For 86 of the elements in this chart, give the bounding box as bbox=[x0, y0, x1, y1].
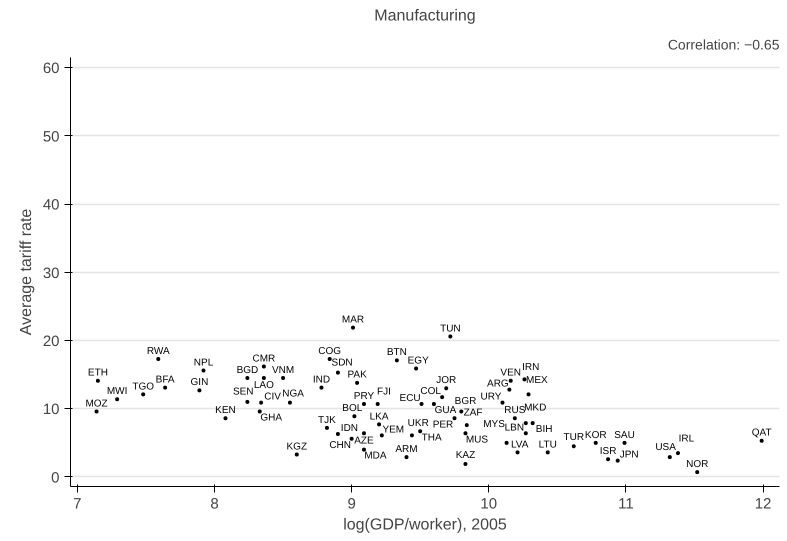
y-tick-label: 60 bbox=[42, 60, 60, 78]
data-label: ZAF bbox=[464, 408, 483, 419]
data-label: GUA bbox=[434, 404, 457, 416]
data-label: JOR bbox=[436, 375, 456, 386]
data-label: PAK bbox=[347, 370, 368, 381]
data-label: YEM bbox=[382, 424, 404, 436]
data-label: FJI bbox=[377, 386, 391, 398]
text: Correlation: −0.65 bbox=[668, 36, 780, 52]
data-label: LBN bbox=[504, 422, 524, 434]
data-label: LTU bbox=[538, 439, 557, 450]
data-label: SEN bbox=[232, 386, 254, 398]
data-label: ECU bbox=[400, 393, 421, 404]
data-label: SDN bbox=[332, 357, 353, 368]
data-label: ETH bbox=[88, 368, 108, 379]
data-label: CHN bbox=[329, 440, 351, 451]
data-label: ARG bbox=[487, 378, 509, 390]
x-tick-label: 11 bbox=[618, 496, 634, 512]
data-label: RUS bbox=[504, 405, 526, 416]
y-axis-title: Average tariff rate bbox=[18, 208, 35, 336]
chart-title: Manufacturing bbox=[374, 8, 476, 24]
data-label: IDN bbox=[340, 423, 358, 434]
data-label: PRY bbox=[354, 390, 374, 402]
data-label: NPL bbox=[194, 357, 214, 368]
data-label: MKD bbox=[524, 402, 546, 414]
data-label: MYS bbox=[483, 418, 506, 430]
data-label: LKA bbox=[370, 411, 389, 422]
data-label: MWI bbox=[106, 386, 128, 398]
data-label: COL bbox=[420, 386, 442, 398]
data-label: IRL bbox=[678, 433, 695, 444]
data-label: COG bbox=[318, 346, 342, 357]
y-tick-label: 0 bbox=[51, 469, 60, 486]
data-label: LVA bbox=[510, 439, 529, 450]
y-tick-label: 10 bbox=[42, 401, 60, 418]
data-label: AZE bbox=[354, 435, 374, 446]
data-label: BIH bbox=[536, 424, 552, 436]
data-label: USA bbox=[655, 442, 676, 453]
data-label: BGR bbox=[454, 396, 476, 408]
data-label: MDA bbox=[364, 450, 387, 462]
data-label: VEN bbox=[500, 368, 521, 379]
data-label: BOL bbox=[342, 403, 363, 414]
data-label: SAU bbox=[614, 430, 635, 441]
data-label: IRN bbox=[522, 362, 540, 374]
data-label: BGD bbox=[236, 364, 258, 376]
y-tick-label: 30 bbox=[42, 264, 60, 282]
data-label: GIN bbox=[190, 377, 208, 388]
data-label: TGO bbox=[132, 381, 154, 392]
data-label: MUS bbox=[466, 434, 488, 446]
x-tick-label: 12 bbox=[754, 496, 772, 512]
data-label: BTN bbox=[386, 347, 407, 358]
x-axis-title: log(GDP/worker), 2005 bbox=[343, 516, 507, 534]
data-label: EGY bbox=[408, 355, 430, 366]
x-tick-label: 9 bbox=[347, 496, 356, 512]
x-tick-label: 10 bbox=[480, 496, 498, 512]
data-label: KEN bbox=[215, 405, 236, 416]
data-label: CIV bbox=[264, 392, 282, 403]
data-label: NGA bbox=[282, 388, 304, 400]
x-tick-label: 8 bbox=[210, 496, 219, 512]
data-label: MOZ bbox=[85, 398, 108, 410]
data-label: MEX bbox=[526, 374, 548, 386]
y-tick-label: 40 bbox=[42, 196, 60, 214]
data-label: KAZ bbox=[456, 450, 476, 461]
data-label: KOR bbox=[584, 430, 607, 441]
data-label: PER bbox=[432, 419, 454, 430]
y-tick-label: 50 bbox=[42, 128, 60, 146]
data-label: MAR bbox=[342, 314, 364, 326]
data-label: UKR bbox=[408, 418, 429, 429]
data-label: THA bbox=[422, 432, 442, 444]
data-label: URY bbox=[480, 392, 502, 403]
data-label: VNM bbox=[272, 364, 294, 376]
data-label: NOR bbox=[686, 459, 708, 470]
data-label: TUN bbox=[440, 323, 461, 334]
data-label: IND bbox=[312, 374, 330, 386]
data-label: TJK bbox=[318, 414, 336, 426]
data-label: JPN bbox=[620, 450, 639, 461]
y-tick-label: 20 bbox=[42, 333, 60, 350]
data-label: CMR bbox=[252, 353, 276, 364]
data-label: RWA bbox=[146, 346, 170, 357]
data-label: BFA bbox=[156, 374, 175, 386]
data-label: ISR bbox=[600, 446, 616, 458]
data-label: ARM bbox=[395, 444, 418, 456]
x-tick-label: 7 bbox=[73, 496, 82, 512]
data-label: KGZ bbox=[286, 441, 308, 452]
data-label: QAT bbox=[752, 428, 772, 439]
data-label: LAO bbox=[254, 380, 274, 392]
data-label: TUR bbox=[564, 432, 584, 444]
data-label: GHA bbox=[260, 412, 282, 424]
